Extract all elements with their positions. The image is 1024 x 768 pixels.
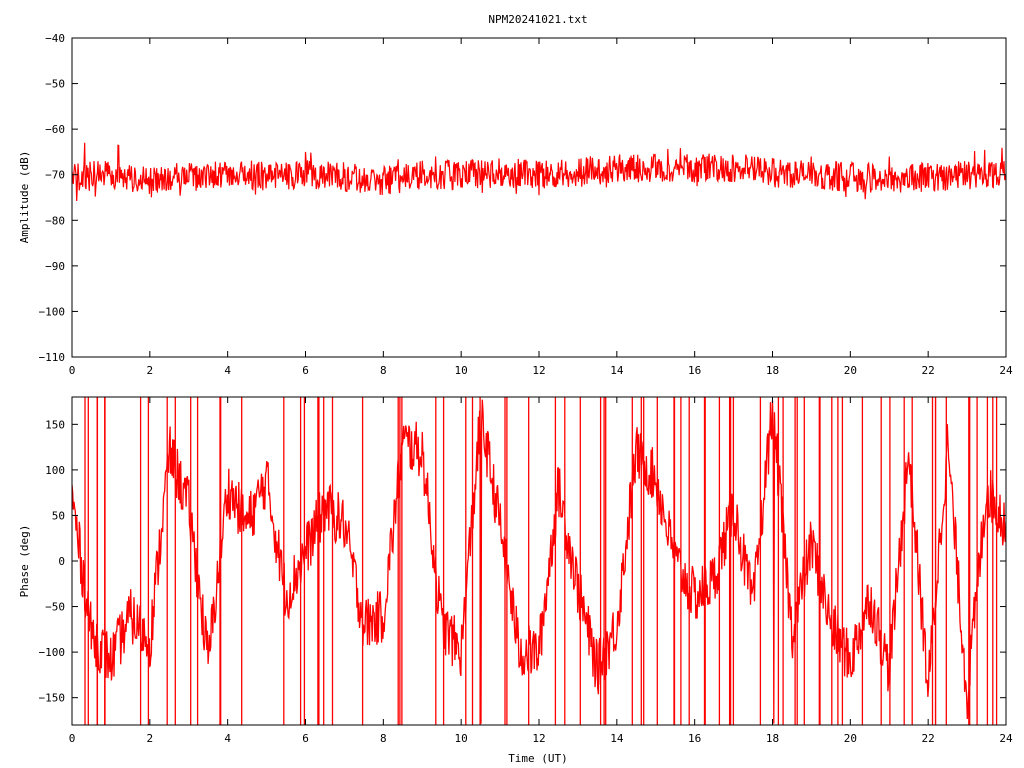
- x-tick-label: 6: [302, 364, 309, 377]
- y-tick-label: −50: [45, 601, 65, 614]
- x-tick-label: 4: [224, 732, 231, 745]
- x-tick-label: 24: [999, 364, 1013, 377]
- x-tick-label: 14: [610, 732, 624, 745]
- x-tick-label: 20: [844, 732, 857, 745]
- amplitude-y-label: Amplitude (dB): [18, 151, 31, 244]
- x-tick-label: 10: [455, 732, 468, 745]
- y-tick-label: −50: [45, 78, 65, 91]
- y-tick-label: −110: [39, 351, 66, 364]
- x-tick-label: 2: [147, 732, 154, 745]
- phase-line: [72, 397, 1006, 725]
- y-tick-label: −40: [45, 32, 65, 45]
- y-tick-label: −100: [39, 646, 66, 659]
- x-tick-label: 0: [69, 732, 76, 745]
- x-tick-label: 10: [455, 364, 468, 377]
- x-tick-label: 8: [380, 732, 387, 745]
- x-tick-label: 22: [922, 364, 935, 377]
- x-tick-label: 22: [922, 732, 935, 745]
- y-tick-label: −70: [45, 169, 65, 182]
- phase-x-label: Time (UT): [508, 752, 568, 765]
- amplitude-panel: 0 2 4 6 8 10 12 14 16 18 20 22 24−110−100−90−80−70−6…: [18, 32, 1013, 377]
- x-tick-label: 12: [532, 732, 545, 745]
- x-tick-label: 0: [69, 364, 76, 377]
- x-tick-label: 16: [688, 364, 701, 377]
- x-tick-label: 8: [380, 364, 387, 377]
- y-tick-label: −90: [45, 260, 65, 273]
- amplitude-ticks: 0 2 4 6 8 10 12 14 16 18 20 22 24−110−100−90−80−70−6…: [39, 32, 1013, 377]
- phase-series: [72, 397, 1006, 725]
- y-tick-label: −80: [45, 214, 65, 227]
- x-tick-label: 4: [224, 364, 231, 377]
- x-tick-label: 6: [302, 732, 309, 745]
- y-tick-label: −60: [45, 123, 65, 136]
- y-tick-label: −150: [39, 692, 66, 705]
- phase-y-label: Phase (deg): [18, 525, 31, 598]
- amplitude-series: [72, 142, 1006, 202]
- phase-ticks: 0 2 4 6 8 10 12 14 16 18 20 22 24−150−100−5005010015…: [39, 397, 1013, 745]
- x-tick-label: 24: [999, 732, 1013, 745]
- y-tick-label: 0: [58, 555, 65, 568]
- y-tick-label: 150: [45, 418, 65, 431]
- chart-title: NPM20241021.txt: [488, 13, 587, 26]
- x-tick-label: 14: [610, 364, 624, 377]
- phase-frame: [71, 396, 1007, 726]
- y-tick-label: −100: [39, 305, 66, 318]
- y-tick-label: 100: [45, 464, 65, 477]
- y-tick-label: 50: [52, 509, 65, 522]
- amplitude-line: [72, 142, 1006, 202]
- x-tick-label: 16: [688, 732, 701, 745]
- x-tick-label: 12: [532, 364, 545, 377]
- x-tick-label: 20: [844, 364, 857, 377]
- amplitude-frame: [71, 37, 1007, 358]
- x-tick-label: 18: [766, 732, 779, 745]
- phase-panel: 0 2 4 6 8 10 12 14 16 18 20 22 24−150−100−5005010015…: [18, 396, 1013, 765]
- x-tick-label: 2: [147, 364, 154, 377]
- x-tick-label: 18: [766, 364, 779, 377]
